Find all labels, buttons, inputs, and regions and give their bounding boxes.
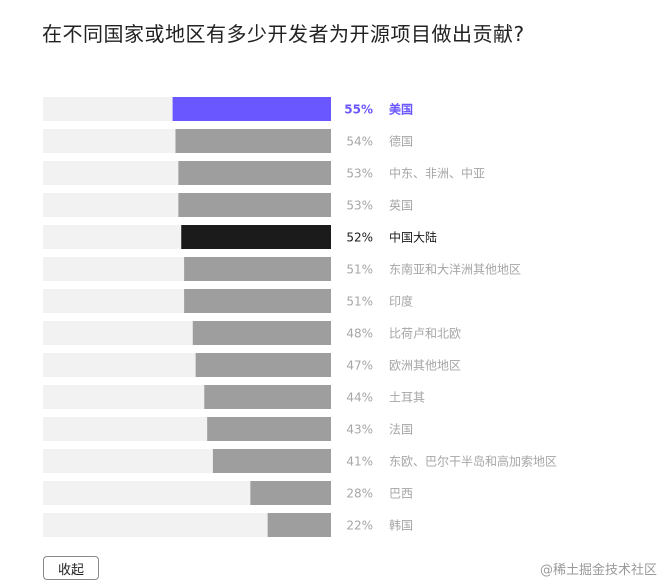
category-label: 德国 xyxy=(389,134,413,149)
value-label: 51% xyxy=(346,263,373,277)
bar xyxy=(207,417,331,441)
value-label: 53% xyxy=(346,167,373,181)
bar xyxy=(267,513,331,537)
value-label: 28% xyxy=(346,487,373,501)
collapse-button[interactable]: 收起 xyxy=(43,556,99,580)
category-label: 英国 xyxy=(389,199,413,213)
bar xyxy=(175,129,331,153)
value-label: 55% xyxy=(344,103,373,117)
bar xyxy=(184,289,331,313)
category-label: 巴西 xyxy=(389,487,413,501)
value-label: 54% xyxy=(346,135,373,149)
category-label: 美国 xyxy=(389,102,413,117)
value-label: 51% xyxy=(346,295,373,309)
bar-chart: 55% 美国 54% 德国 53% 中东、非洲、中亚 53% 英国 52% 中国大陆 51% 东南亚和… xyxy=(43,97,557,537)
category-label: 中东、非洲、中亚 xyxy=(389,166,485,181)
category-label: 比荷卢和北欧 xyxy=(389,326,461,341)
category-label: 欧洲其他地区 xyxy=(389,359,461,373)
bar xyxy=(181,225,331,249)
value-label: 47% xyxy=(346,359,373,373)
chart-title: 在不同国家或地区有多少开发者为开源项目做出贡献? xyxy=(42,22,525,46)
bar xyxy=(250,481,331,505)
value-label: 52% xyxy=(346,231,373,245)
bar xyxy=(192,321,331,345)
value-label: 44% xyxy=(346,391,373,405)
category-label: 东南亚和大洋洲其他地区 xyxy=(389,262,521,277)
category-label: 中国大陆 xyxy=(389,230,437,245)
value-label: 41% xyxy=(346,455,373,469)
category-label: 法国 xyxy=(389,423,413,437)
bar xyxy=(172,97,331,121)
category-label: 东欧、巴尔干半岛和高加索地区 xyxy=(389,454,557,469)
bar xyxy=(204,385,331,409)
watermark: @稀土掘金技术社区 xyxy=(539,563,657,578)
value-label: 43% xyxy=(346,423,373,437)
value-label: 53% xyxy=(346,199,373,213)
category-label: 土耳其 xyxy=(389,391,425,405)
bar xyxy=(178,193,331,217)
bar xyxy=(184,257,331,281)
bar xyxy=(195,353,331,377)
value-label: 22% xyxy=(346,519,373,533)
category-label: 韩国 xyxy=(389,518,413,533)
category-label: 印度 xyxy=(389,294,413,309)
value-label: 48% xyxy=(346,327,373,341)
bar xyxy=(178,161,331,185)
bar xyxy=(212,449,331,473)
